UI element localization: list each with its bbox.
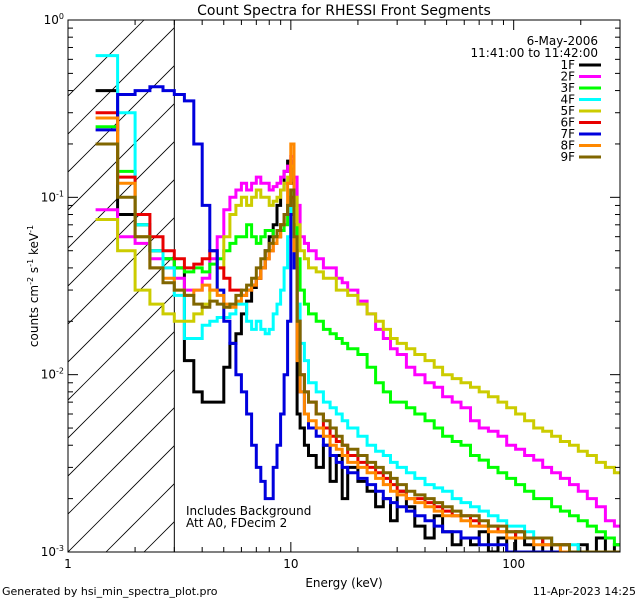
y-tick-label: 10-2 bbox=[41, 367, 64, 382]
footer-generated-by: Generated by hsi_min_spectra_plot.pro bbox=[2, 585, 218, 598]
annotation-background: Includes Background bbox=[186, 504, 311, 518]
x-tick-label: 100 bbox=[502, 557, 525, 571]
hatch-line bbox=[68, 27, 175, 135]
y-label-exp3: -1 bbox=[26, 225, 35, 233]
series-line-4F bbox=[95, 54, 620, 552]
y-label-exp1: -2 bbox=[26, 277, 35, 285]
x-tick-label: 1 bbox=[64, 557, 72, 571]
series-line-5F bbox=[95, 164, 620, 475]
hatch-line bbox=[68, 445, 175, 552]
series-line-8F bbox=[95, 116, 620, 552]
hatch-line bbox=[68, 217, 175, 325]
plot-frame bbox=[67, 19, 621, 553]
legend-label-6F: 6F bbox=[560, 116, 575, 130]
y-label-base: counts cm bbox=[27, 285, 41, 347]
y-tick-label: 10-1 bbox=[41, 189, 64, 204]
series-line-9F bbox=[95, 142, 620, 552]
legend-label-8F: 8F bbox=[560, 139, 575, 153]
series-group bbox=[95, 54, 620, 552]
y-label-exp2: -1 bbox=[26, 259, 35, 267]
legend-label-9F: 9F bbox=[560, 150, 575, 164]
x-axis-label: Energy (keV) bbox=[305, 576, 382, 590]
hatch-line bbox=[68, 407, 175, 515]
annotation-attenuator: Att A0, FDecim 2 bbox=[186, 516, 287, 530]
hatch-line bbox=[68, 65, 175, 173]
time-range-label: 11:41:00 to 11:42:00 bbox=[471, 46, 598, 60]
y-tick-label: 10-3 bbox=[41, 544, 64, 559]
y-axis-label: counts cm-2 s-1 keV-1 bbox=[26, 225, 41, 347]
legend-label-2F: 2F bbox=[560, 70, 575, 84]
series-line-2F bbox=[95, 155, 620, 528]
chart-title: Count Spectra for RHESSI Front Segments bbox=[197, 3, 491, 19]
hatch-line bbox=[68, 103, 175, 211]
y-label-mid: s bbox=[27, 267, 41, 277]
hatch-line bbox=[68, 255, 175, 363]
footer-timestamp: 11-Apr-2023 14:25 bbox=[532, 585, 636, 598]
legend-label-5F: 5F bbox=[560, 104, 575, 118]
date-label: 6-May-2006 bbox=[527, 34, 598, 48]
y-label-mid2: keV bbox=[27, 232, 41, 259]
x-tick-label: 10 bbox=[283, 557, 298, 571]
hatch-line bbox=[68, 369, 175, 477]
legend-label-4F: 4F bbox=[560, 93, 575, 107]
axis-ticks: 1 10 100 100 10-1 10-2 10-3 bbox=[41, 12, 621, 571]
excluded-energy-hatch bbox=[68, 20, 175, 552]
y-tick-label: 100 bbox=[44, 12, 64, 27]
legend-label-7F: 7F bbox=[560, 127, 575, 141]
legend-label-1F: 1F bbox=[560, 58, 575, 72]
legend-label-3F: 3F bbox=[560, 81, 575, 95]
